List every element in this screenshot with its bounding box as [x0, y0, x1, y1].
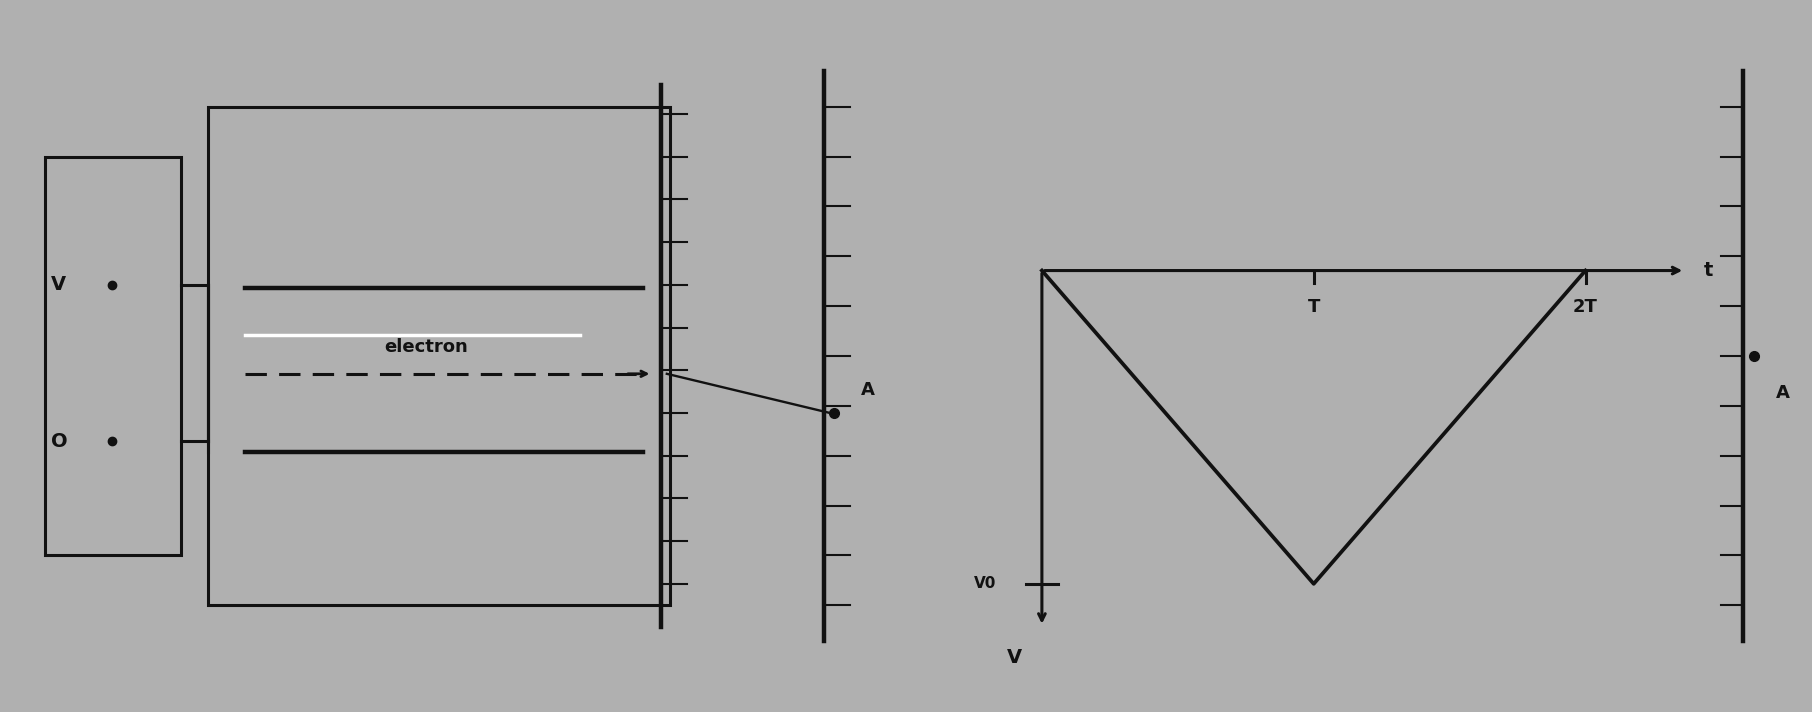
Text: T: T	[1308, 298, 1319, 315]
Bar	[45, 157, 181, 555]
Text: O: O	[51, 432, 67, 451]
Text: V: V	[51, 276, 65, 294]
Bar	[208, 107, 670, 605]
Text: electron: electron	[384, 338, 467, 356]
Text: A: A	[1776, 384, 1790, 402]
Text: t: t	[1703, 261, 1712, 280]
Text: V0: V0	[975, 576, 997, 592]
Text: 2T: 2T	[1573, 298, 1598, 315]
Text: V: V	[1007, 648, 1022, 667]
Text: A: A	[861, 381, 875, 399]
